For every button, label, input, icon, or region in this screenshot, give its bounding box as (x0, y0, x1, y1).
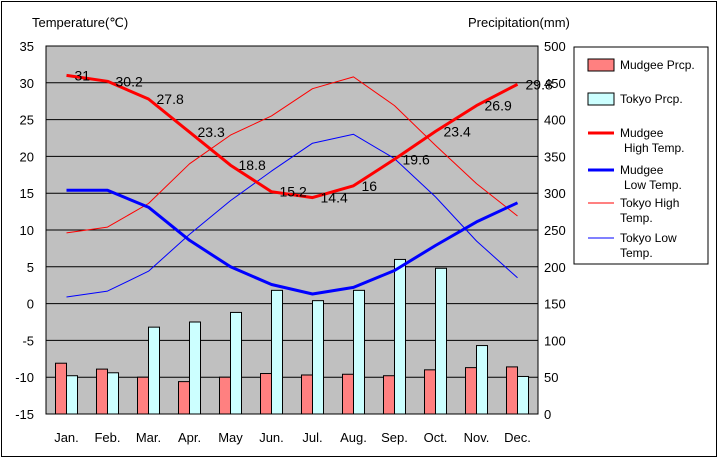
mudgee-prcp-bar (137, 376, 149, 415)
precipitation-bars (55, 258, 529, 415)
y-left-tick: -10 (15, 370, 34, 385)
y-right-tick: 450 (544, 76, 566, 91)
mudgee-prcp-bar (260, 373, 272, 415)
legend-label-mudgee-low: Low Temp. (624, 178, 682, 192)
mudgee-prcp-bar (178, 381, 190, 415)
y-left-tick: 5 (27, 260, 34, 275)
y-right-tick: 200 (544, 260, 566, 275)
mudgee-prcp-bar (342, 373, 354, 415)
y-right-tick: 50 (544, 370, 558, 385)
axis-ticks: 35302520151050-5-10-15500450400350300250… (15, 39, 566, 445)
mudgee-prcp-bar (55, 362, 67, 415)
tokyo-high-line (66, 76, 518, 234)
grid-lines (46, 82, 538, 378)
mudgee-prcp-bar (465, 367, 477, 415)
y-left-title: Temperature(℃) (32, 15, 128, 30)
mudgee-prcp-bar (383, 375, 395, 415)
legend-label-tokyo-high: Temp. (620, 211, 653, 225)
y-right-tick: 300 (544, 186, 566, 201)
x-tick: Jul. (302, 430, 322, 445)
legend-swatch-tokyo-prcp (587, 92, 615, 106)
x-tick: Jan. (54, 430, 79, 445)
y-right-tick: 100 (544, 333, 566, 348)
mudgee-high-data-label: 14.4 (321, 190, 348, 206)
mudgee-prcp-bar (506, 366, 518, 415)
x-tick: Aug. (340, 430, 367, 445)
tokyo-prcp-bar (189, 321, 201, 415)
mudgee-high-data-label: 23.4 (444, 123, 471, 139)
x-tick: May (218, 430, 243, 445)
tokyo-prcp-bar (394, 258, 406, 415)
mudgee-prcp-bar (96, 368, 108, 415)
legend-label-tokyo-low: Temp. (620, 246, 653, 260)
mudgee-high-data-label: 26.9 (485, 98, 512, 114)
x-tick: Mar. (136, 430, 161, 445)
tokyo-prcp-bar (435, 267, 447, 415)
y-left-tick: 20 (20, 149, 34, 164)
tokyo-prcp-bar (517, 375, 529, 415)
y-right-tick: 150 (544, 297, 566, 312)
tokyo-prcp-bar (312, 300, 324, 415)
mudgee-prcp-bar (424, 369, 436, 415)
legend-label-mudgee-low: Mudgee (620, 163, 664, 177)
legend-label-tokyo-low: Tokyo Low (620, 231, 677, 245)
y-left-tick: 10 (20, 223, 34, 238)
y-left-tick: 30 (20, 76, 34, 91)
legend-label-mudgee-prcp: Mudgee Prcp. (620, 58, 695, 72)
y-left-tick: 25 (20, 113, 34, 128)
mudgee-prcp-bar (301, 374, 313, 415)
tokyo-low-line (66, 133, 518, 298)
tokyo-prcp-bar (148, 326, 160, 415)
tokyo-prcp-bar (107, 372, 119, 415)
legend-label-mudgee-high: Mudgee (620, 126, 664, 140)
mudgee-high-data-label: 19.6 (403, 151, 430, 167)
mudgee-high-data-label: 30.2 (116, 73, 143, 89)
y-left-tick: 35 (20, 39, 34, 54)
y-left-tick: -15 (15, 407, 34, 422)
y-right-title: Precipitation(mm) (468, 15, 570, 30)
mudgee-high-data-label: 27.8 (157, 91, 184, 107)
y-right-tick: 250 (544, 223, 566, 238)
x-tick: Oct. (424, 430, 448, 445)
legend-label-tokyo-prcp: Tokyo Prcp. (620, 92, 683, 106)
y-right-tick: 0 (544, 407, 551, 422)
data-labels: 31 30.2 27.8 23.3 18.8 15.2 14.4 16 19.6 23.4 26.9… (75, 67, 553, 205)
y-right-tick: 500 (544, 39, 566, 54)
x-tick: Apr. (178, 430, 201, 445)
tokyo-prcp-bar (353, 289, 365, 415)
legend-swatch-mudgee-prcp (587, 58, 615, 72)
y-right-tick: 350 (544, 149, 566, 164)
x-tick: Nov. (464, 430, 490, 445)
y-right-tick: 400 (544, 113, 566, 128)
temperature-lines (66, 73, 519, 298)
mudgee-high-data-label: 23.3 (198, 124, 225, 140)
tokyo-prcp-bar (271, 289, 283, 415)
mudgee-low-line (66, 188, 519, 296)
tokyo-prcp-bar (230, 311, 242, 415)
mudgee-high-data-label: 16 (362, 178, 378, 194)
x-tick: Jun. (259, 430, 284, 445)
y-left-tick: -5 (22, 333, 34, 348)
x-tick: Dec. (504, 430, 531, 445)
legend-label-tokyo-high: Tokyo High (620, 196, 679, 210)
mudgee-high-data-label: 15.2 (280, 184, 307, 200)
y-left-tick: 0 (27, 297, 34, 312)
tokyo-prcp-bar (66, 375, 78, 415)
mudgee-high-data-label: 18.8 (239, 157, 266, 173)
mudgee-high-data-label: 31 (75, 67, 91, 83)
legend-label-mudgee-high: High Temp. (624, 141, 684, 155)
tokyo-prcp-bar (476, 345, 488, 415)
legend-box (573, 46, 709, 265)
y-left-tick: 15 (20, 186, 34, 201)
x-tick: Sep. (381, 430, 408, 445)
mudgee-high-line (66, 73, 519, 200)
mudgee-high-data-label: 29.8 (526, 76, 553, 92)
x-tick: Feb. (94, 430, 120, 445)
mudgee-prcp-bar (219, 376, 231, 415)
